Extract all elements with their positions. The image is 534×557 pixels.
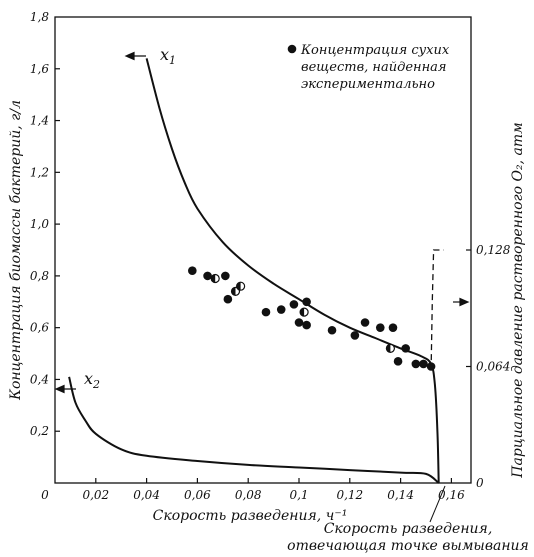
label-o2-arrow <box>453 297 470 307</box>
y-right-tick-label: 0,064 <box>476 360 510 374</box>
y-axis-ticks-right: 0 0,064 0,128 <box>466 243 511 490</box>
y-tick-label: 0,8 <box>30 269 49 283</box>
data-point-half <box>299 307 309 317</box>
x-tick-label: 0,16 <box>438 488 465 502</box>
label-x1: x1 <box>124 45 176 67</box>
washout-annotation: Скорость разведения, отвечающая точке вы… <box>287 485 529 554</box>
arrowhead-o2 <box>459 297 470 307</box>
y-right-tick-label: 0,128 <box>476 243 511 257</box>
data-point <box>393 357 403 366</box>
y-axis-ticks: 0,2 0,4 0,6 0,8 1,0 1,2 1,4 1,6 1,8 <box>30 10 60 438</box>
data-point <box>401 344 410 353</box>
legend-label-line-2: веществ, найденная <box>301 60 447 75</box>
data-point <box>294 318 304 327</box>
data-point <box>388 323 398 332</box>
experimental-points <box>188 266 436 371</box>
arrowhead-x1 <box>124 51 135 61</box>
data-point <box>261 307 271 317</box>
legend-label-line-3: экспериментально <box>301 77 435 92</box>
data-point <box>327 325 337 335</box>
data-point <box>360 318 370 327</box>
data-point <box>375 323 385 332</box>
x-tick-label: 0,02 <box>82 488 109 502</box>
y-tick-label: 1,4 <box>30 114 49 128</box>
y-tick-label: 0,2 <box>30 424 49 438</box>
data-point <box>302 320 311 330</box>
curve-label-x2: x2 <box>84 369 100 391</box>
y-tick-label: 0,6 <box>30 321 49 335</box>
x-tick-label: 0,14 <box>387 488 414 502</box>
legend: Концентрация сухих веществ, найденная эк… <box>287 43 450 92</box>
data-point <box>419 359 428 369</box>
data-point <box>426 362 436 371</box>
data-point <box>203 271 212 281</box>
data-point <box>221 271 230 281</box>
data-point <box>223 294 233 304</box>
y-right-tick-label: 0 <box>476 476 484 490</box>
y-axis-title: Концентрация биомассы бактерий, г/л <box>8 100 24 401</box>
y-tick-label: 0,4 <box>30 372 49 386</box>
x-tick-label: 0,1 <box>289 488 308 502</box>
x-tick-label: 0,12 <box>336 488 363 502</box>
data-point <box>188 266 197 276</box>
x-tick-label: 0,04 <box>133 488 160 502</box>
legend-marker <box>287 44 297 54</box>
y-tick-label: 1,0 <box>30 217 49 231</box>
data-point <box>411 359 421 369</box>
data-point <box>289 300 299 309</box>
washout-annotation-line-1: Скорость разведения, <box>324 521 493 537</box>
y-axis-title-right: Парциальное давление растворенного O₂, а… <box>510 122 526 478</box>
y-tick-label: 1,6 <box>30 62 49 76</box>
curve-oxygen-pressure <box>430 249 444 371</box>
data-point-half <box>385 343 395 353</box>
data-point-half <box>236 281 246 291</box>
y-tick-label: 1,8 <box>30 10 49 24</box>
data-point <box>302 297 311 307</box>
label-x2: x2 <box>54 369 100 394</box>
data-point <box>350 331 360 340</box>
x-tick-label: 0,06 <box>184 488 211 502</box>
curve-x2 <box>68 376 440 484</box>
data-point-half <box>210 273 220 284</box>
curve-label-x1: x1 <box>160 45 176 67</box>
y-tick-label: 1,2 <box>30 165 49 179</box>
washout-annotation-line-2: отвечающая точке вымывания <box>287 538 529 554</box>
legend-label-line-1: Концентрация сухих <box>300 43 450 58</box>
x-tick-label: 0,08 <box>235 488 262 502</box>
washout-leader-line <box>429 485 446 523</box>
x-tick-label: 0 <box>41 488 49 502</box>
data-point <box>276 305 286 314</box>
x-axis-ticks: 0 0,02 0,04 0,06 0,08 0,1 0,12 0,14 0,16 <box>41 478 465 502</box>
arrowhead-x2 <box>54 384 65 394</box>
x-axis-title: Скорость разведения, ч⁻¹ <box>153 508 348 524</box>
